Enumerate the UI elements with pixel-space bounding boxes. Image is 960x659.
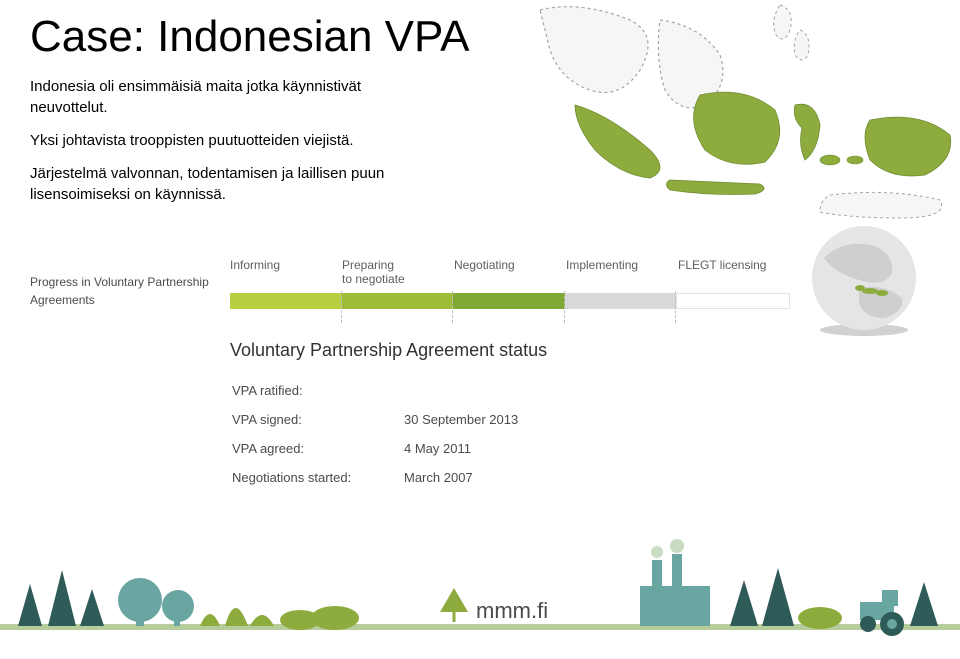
vpa-status: Voluntary Partnership Agreement status V… [230,340,547,493]
status-label-2: VPA agreed: [232,435,402,462]
intro-p1: Indonesia oli ensimmäisiä maita jotka kä… [30,76,390,118]
footer-logo-text: mmm.fi [476,598,548,623]
intro-p3: Järjestelmä valvonnan, todentamisen ja l… [30,163,390,205]
status-label-1: VPA signed: [232,406,402,433]
progress-axis-label-2: Agreements [30,293,95,307]
stage-label-4: FLEGT licensing [678,258,790,287]
status-row-0: VPA ratified: [232,377,518,404]
intro-text: Indonesia oli ensimmäisiä maita jotka kä… [0,70,420,223]
stage-labels: Informing Preparing to negotiate Negotia… [230,258,790,287]
stage-label-0: Informing [230,258,342,287]
status-value-1: 30 September 2013 [404,406,518,433]
progress-axis-label: Progress in Voluntary Partnership Agreem… [30,273,230,309]
stage-seg-1 [342,293,454,309]
stage-label-3: Implementing [566,258,678,287]
status-title: Voluntary Partnership Agreement status [230,340,547,361]
status-label-3: Negotiations started: [232,464,402,491]
status-value-0 [404,377,518,404]
stage-seg-2 [453,293,565,309]
stage-seg-3 [565,293,677,309]
indonesia-map [520,0,960,220]
status-value-2: 4 May 2011 [404,435,518,462]
progress-row: Progress in Voluntary Partnership Agreem… [30,258,930,309]
status-label-0: VPA ratified: [232,377,402,404]
stage-bar [230,293,790,309]
stage-seg-0 [230,293,342,309]
progress-axis-label-1: Progress in Voluntary Partnership [30,275,209,289]
status-table: VPA ratified: VPA signed: 30 September 2… [230,375,520,493]
stage-label-2: Negotiating [454,258,566,287]
progress-stages: Informing Preparing to negotiate Negotia… [230,258,930,309]
intro-p2: Yksi johtavista trooppisten puutuotteide… [30,130,390,151]
globe-icon [804,218,924,338]
footer-illustration: mmm.fi [0,534,960,654]
stage-label-1: Preparing to negotiate [342,258,454,287]
status-row-1: VPA signed: 30 September 2013 [232,406,518,433]
status-row-3: Negotiations started: March 2007 [232,464,518,491]
stage-seg-4 [676,293,790,309]
status-value-3: March 2007 [404,464,518,491]
status-row-2: VPA agreed: 4 May 2011 [232,435,518,462]
